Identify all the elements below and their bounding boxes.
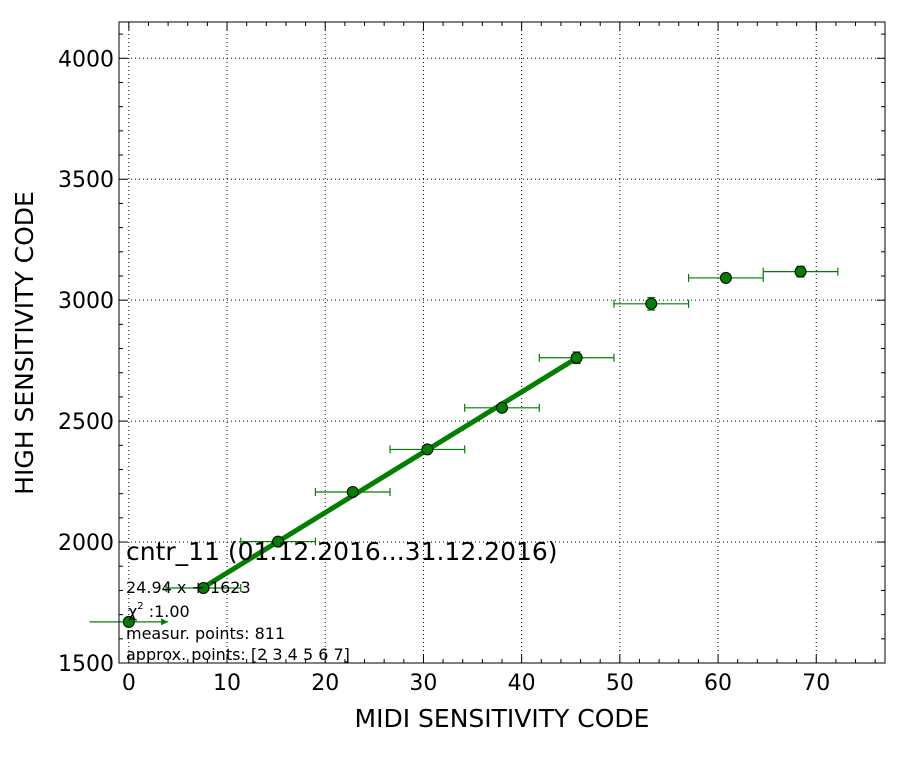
fit-line-group	[202, 356, 578, 590]
data-point-group	[165, 582, 242, 595]
x-axis-title: MIDI SENSITIVITY CODE	[355, 704, 650, 733]
data-point-group	[389, 443, 466, 456]
data-point	[794, 265, 807, 278]
data-point-group	[89, 615, 169, 628]
x-tick-label: 50	[606, 671, 634, 696]
chi-superscript: 2	[137, 601, 143, 612]
y-tick-label: 1500	[58, 652, 114, 677]
y-axis-title: HIGH SENSITIVITY CODE	[10, 191, 39, 495]
data-point	[346, 485, 359, 498]
data-point	[272, 535, 285, 548]
data-point	[645, 297, 658, 310]
data-point-group	[240, 535, 317, 548]
data-point	[719, 271, 732, 284]
data-point-group	[314, 485, 391, 498]
x-tick-label: 0	[122, 671, 136, 696]
y-tick-label: 4000	[58, 47, 114, 72]
annotation-equation: 24.94 x + 1623	[126, 578, 251, 597]
y-tick-label: 3000	[58, 289, 114, 314]
x-tick-label: 40	[508, 671, 536, 696]
data-point-group	[687, 271, 764, 284]
y-tick-label: 2500	[58, 410, 114, 435]
data-point-group	[464, 401, 540, 414]
data-point	[197, 582, 210, 595]
x-error-arrow	[161, 618, 169, 626]
data-point	[122, 615, 135, 628]
annotation-measur-points: measur. points: 811	[126, 624, 285, 643]
y-tick-label: 2000	[58, 531, 114, 556]
data-point	[570, 351, 583, 364]
grid	[119, 22, 885, 664]
x-tick-label: 10	[213, 671, 241, 696]
annotation-title: cntr_11 (01.12.2016...31.12.2016)	[126, 537, 558, 566]
annotation-chi: χ2 :1.00	[128, 601, 190, 621]
data-point	[421, 443, 434, 456]
data-point-group	[762, 265, 839, 278]
y-tick-label: 3500	[58, 168, 114, 193]
data-point-group	[613, 296, 690, 311]
ticks	[119, 22, 885, 664]
fit-line	[202, 356, 578, 590]
x-tick-label: 30	[409, 671, 437, 696]
chi-value: :1.00	[144, 602, 190, 621]
chi-symbol: χ	[128, 602, 137, 621]
data-points	[89, 265, 839, 628]
data-point	[496, 401, 508, 414]
annotation-block: cntr_11 (01.12.2016...31.12.2016) 24.94 …	[126, 537, 558, 664]
plot-background	[119, 22, 885, 663]
x-tick-label: 70	[802, 671, 830, 696]
tick-labels: 0 10 20 30 40 50 60 70 1500 2000 2500 3000 3500 4000	[58, 47, 830, 696]
annotation-approx-points: approx. points: [2 3 4 5 6 7]	[126, 645, 350, 664]
x-tick-label: 20	[311, 671, 339, 696]
plot-frame	[118, 21, 886, 664]
data-point-group	[538, 351, 615, 365]
x-tick-label: 60	[704, 671, 732, 696]
